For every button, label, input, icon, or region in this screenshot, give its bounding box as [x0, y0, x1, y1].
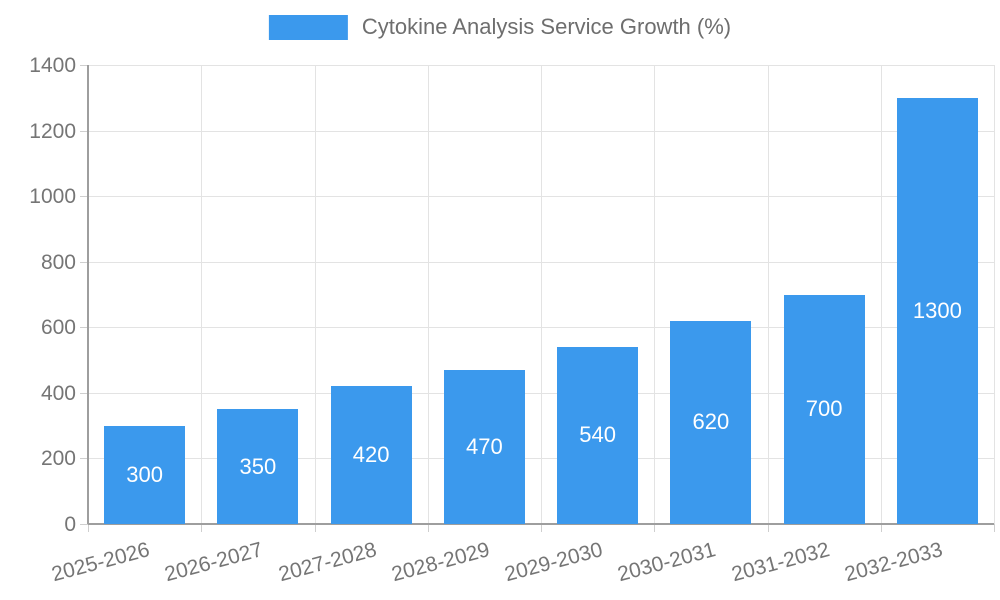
bar-value-label: 420 — [352, 442, 390, 468]
y-tick-label: 400 — [40, 381, 76, 405]
x-axis-tick — [427, 524, 429, 532]
x-axis-tick — [88, 524, 89, 532]
bar[interactable]: 350 — [217, 409, 299, 524]
y-axis-tick — [80, 65, 88, 66]
x-axis-tick — [654, 524, 656, 532]
y-tick-label: 1400 — [29, 54, 76, 77]
bar[interactable]: 470 — [443, 369, 525, 524]
y-tick-label: 800 — [40, 250, 76, 274]
x-gridline — [767, 65, 769, 524]
x-tick-label: 2028-2029 — [389, 538, 493, 587]
legend-label: Cytokine Analysis Service Growth (%) — [361, 14, 732, 39]
y-axis-tick — [80, 392, 88, 394]
x-axis-line — [88, 523, 994, 525]
y-axis-tick — [80, 524, 88, 525]
x-gridline — [314, 65, 316, 524]
y-axis-tick — [80, 261, 88, 263]
x-gridline — [541, 65, 542, 524]
y-tick-label: 1200 — [29, 119, 76, 143]
x-tick-label: 2027-2028 — [275, 538, 379, 587]
x-tick-label: 2031-2032 — [728, 538, 832, 587]
y-tick-label: 600 — [40, 316, 76, 340]
bar-value-label: 620 — [692, 409, 730, 435]
x-gridline — [994, 65, 995, 524]
x-tick-label: 2026-2027 — [162, 538, 266, 587]
x-axis-tick — [880, 524, 882, 532]
bar-value-label: 700 — [805, 396, 843, 422]
x-tick-label: 2029-2030 — [502, 538, 606, 587]
bar[interactable]: 420 — [330, 386, 412, 524]
y-tick-label: 200 — [40, 447, 76, 471]
bar[interactable]: 1300 — [896, 97, 978, 524]
y-axis-line — [87, 65, 89, 524]
bar-value-label: 350 — [239, 453, 277, 479]
legend-item[interactable]: Cytokine Analysis Service Growth (%) — [268, 14, 732, 40]
x-gridline — [427, 65, 429, 524]
x-gridline — [880, 65, 882, 524]
x-axis-tick — [541, 524, 542, 532]
x-tick-label: 2025-2026 — [49, 538, 153, 587]
bar[interactable]: 620 — [670, 320, 752, 524]
bar[interactable]: 300 — [104, 425, 186, 524]
x-gridline — [201, 65, 203, 524]
bar-value-label: 470 — [466, 433, 503, 459]
x-axis-tick — [767, 524, 769, 532]
y-tick-label: 0 — [64, 513, 76, 536]
y-tick-label: 1000 — [29, 185, 76, 209]
legend-color-swatch — [268, 14, 348, 40]
bar-value-label: 540 — [579, 422, 616, 448]
x-axis-tick — [314, 524, 316, 532]
x-axis-tick — [201, 524, 203, 532]
y-axis-tick — [80, 458, 88, 460]
y-axis-tick — [80, 327, 88, 329]
y-axis-tick — [80, 196, 88, 198]
bar[interactable]: 700 — [783, 294, 865, 524]
y-axis-tick — [80, 130, 88, 132]
x-tick-label: 2030-2031 — [615, 538, 719, 587]
bar-value-label: 1300 — [912, 297, 962, 323]
bar-value-label: 300 — [126, 461, 163, 487]
x-axis-tick — [994, 524, 995, 532]
x-gridline — [654, 65, 656, 524]
x-tick-label: 2032-2033 — [842, 538, 946, 587]
bar[interactable]: 540 — [557, 346, 639, 524]
